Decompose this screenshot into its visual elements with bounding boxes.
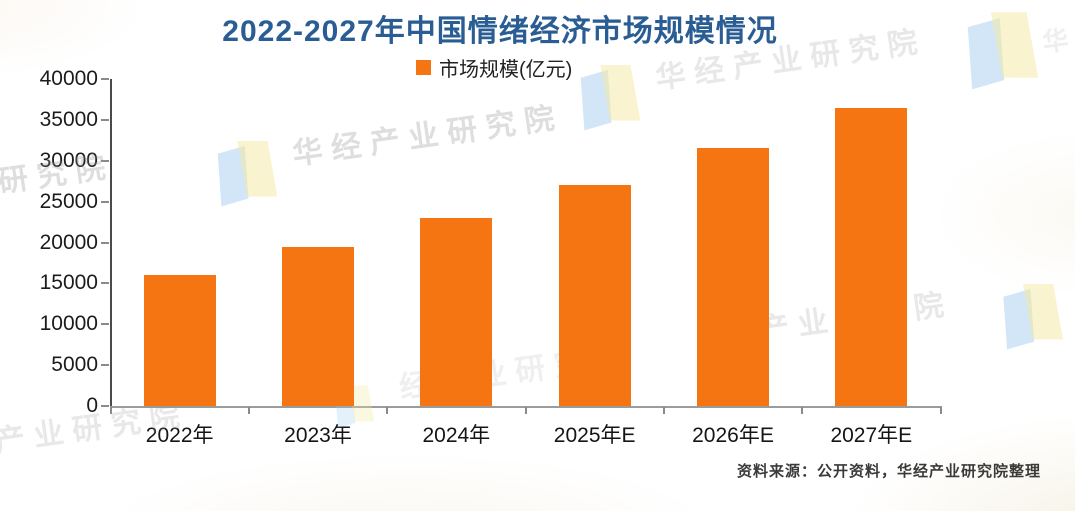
y-tick-label: 15000 bbox=[39, 271, 98, 295]
legend-swatch bbox=[416, 60, 431, 75]
y-tick-mark bbox=[101, 159, 109, 162]
watermark-text: 华经 bbox=[1040, 18, 1075, 58]
bar bbox=[143, 275, 216, 406]
x-tick-label: 2026年E bbox=[692, 424, 774, 447]
x-tick-mark bbox=[109, 407, 112, 414]
y-tick-label: 25000 bbox=[39, 189, 98, 213]
y-tick-mark bbox=[101, 118, 109, 121]
y-tick-mark bbox=[101, 200, 109, 203]
y-tick-label: 0 bbox=[86, 394, 98, 417]
y-axis-line bbox=[109, 79, 112, 407]
huajing-logo-icon bbox=[213, 138, 285, 208]
bar bbox=[697, 148, 769, 406]
x-tick-label: 2024年 bbox=[422, 424, 491, 447]
x-tick-mark bbox=[662, 407, 665, 414]
y-tick-label: 20000 bbox=[39, 230, 98, 254]
x-tick-label: 2022年 bbox=[145, 424, 214, 447]
bar bbox=[558, 185, 631, 406]
chart-title: 2022-2027年中国情绪经济市场规模情况 bbox=[222, 15, 778, 48]
y-tick-mark bbox=[101, 364, 109, 367]
y-tick-mark bbox=[101, 241, 109, 244]
y-tick-mark bbox=[101, 323, 109, 326]
x-tick-mark bbox=[939, 407, 942, 414]
y-tick-label: 40000 bbox=[39, 67, 98, 90]
legend: 市场规模(亿元) bbox=[416, 53, 572, 82]
y-tick-mark bbox=[101, 405, 109, 407]
y-tick-label: 10000 bbox=[39, 312, 98, 336]
y-tick-label: 30000 bbox=[39, 148, 98, 172]
y-tick-mark bbox=[101, 282, 109, 285]
bar bbox=[420, 217, 493, 406]
x-tick-mark bbox=[524, 407, 527, 414]
x-tick-label: 2025年E bbox=[553, 424, 636, 447]
x-tick-mark bbox=[386, 407, 389, 414]
y-tick-mark bbox=[101, 78, 109, 80]
x-axis-line bbox=[109, 405, 942, 408]
x-tick-label: 2027年E bbox=[830, 424, 913, 447]
watermark bbox=[998, 273, 1075, 351]
bar bbox=[835, 108, 908, 406]
watermark: 华经产业研究院 bbox=[212, 92, 569, 208]
y-tick-label: 5000 bbox=[51, 353, 98, 377]
y-tick-label: 35000 bbox=[39, 107, 98, 131]
legend-label: 市场规模(亿元) bbox=[439, 59, 573, 81]
x-tick-mark bbox=[801, 407, 804, 414]
watermark: 华经 bbox=[1040, 13, 1075, 59]
bar bbox=[282, 247, 354, 406]
x-tick-mark bbox=[247, 407, 250, 414]
watermark-text: 华经产业研究院 bbox=[290, 100, 566, 172]
huajing-logo-icon bbox=[998, 281, 1070, 351]
x-tick-label: 2023年 bbox=[284, 424, 352, 447]
huajing-logo-icon bbox=[576, 62, 648, 132]
source-note: 资料来源：公开资料，华经产业研究院整理 bbox=[736, 463, 1041, 480]
